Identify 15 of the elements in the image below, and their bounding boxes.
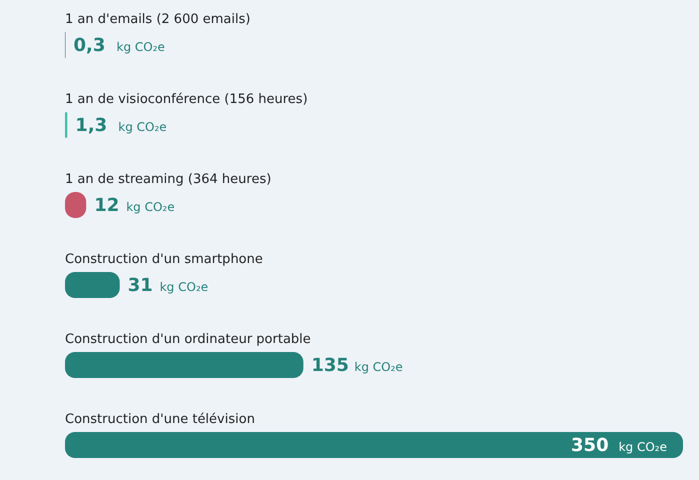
y-tick-label: 1 an de streaming (364 heures): [65, 172, 272, 187]
text: 12 kg CO₂e: [94, 195, 175, 216]
text: 135 kg CO₂e: [311, 355, 403, 376]
data-label: 350 kg CO₂e: [571, 435, 667, 456]
text: 0,3 kg CO₂e: [74, 35, 165, 56]
text: 1,3 kg CO₂e: [75, 115, 167, 136]
y-tick-label: 1 an d'emails (2 600 emails): [65, 12, 250, 27]
y-tick-label: Construction d'un ordinateur portable: [65, 332, 311, 347]
bar: [65, 432, 683, 458]
y-tick-label: Construction d'une télévision: [65, 412, 255, 427]
bar: [65, 272, 120, 298]
text: 31 kg CO₂e: [128, 275, 208, 296]
bar: [65, 352, 304, 378]
y-tick-label: Construction d'un smartphone: [65, 252, 263, 267]
y-tick-label: 1 an de visioconférence (156 heures): [65, 92, 308, 107]
